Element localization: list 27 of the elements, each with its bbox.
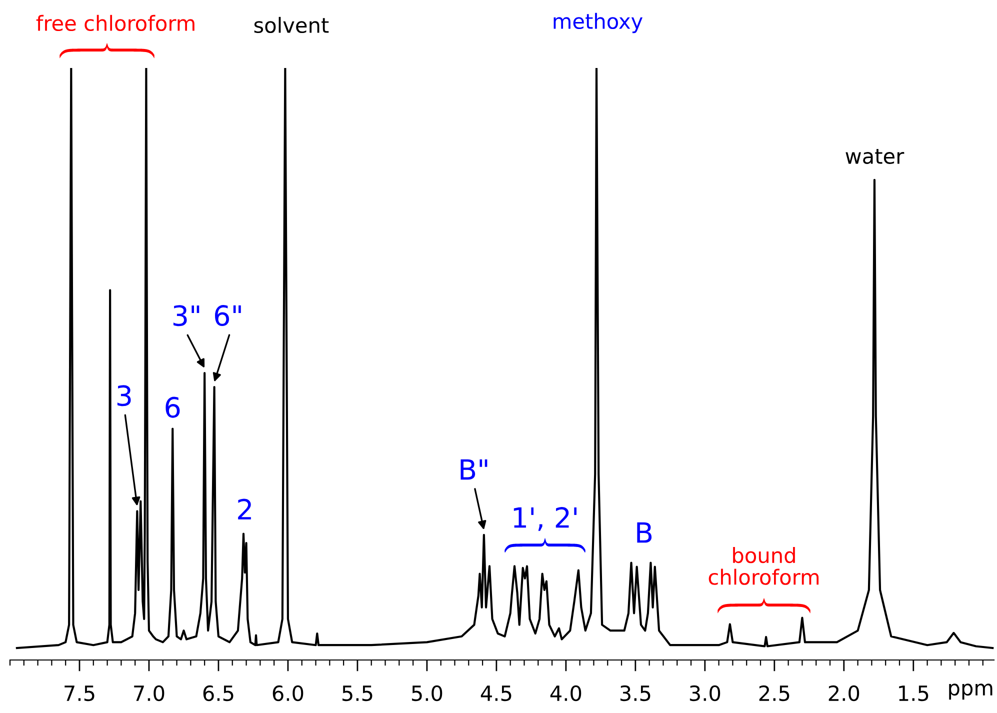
annotation: bound chloroform [708, 547, 819, 585]
x-axis-title: ppm [949, 684, 992, 700]
annotation: solvent [254, 16, 329, 34]
x-tick-label: 7.0 [134, 685, 164, 702]
x-tick-label: 4.0 [550, 685, 582, 702]
x-tick-label: 6.0 [272, 685, 304, 702]
annotation: 3 [117, 385, 131, 406]
annotation: 6" [215, 305, 241, 326]
x-tick-label: 4.5 [480, 686, 512, 702]
annotation: 3" [173, 305, 200, 326]
annotation: 1', 2' [514, 507, 576, 531]
annotation: B" [460, 459, 488, 480]
text: free chloroform [36, 14, 194, 32]
x-tick-label: 2.5 [759, 685, 790, 702]
x-tick-label: 6.5 [203, 685, 234, 702]
x-tick-label: 1.5 [899, 686, 928, 702]
x-tick-label: 5.0 [412, 685, 442, 702]
x-tick-label: 5.5 [342, 686, 372, 702]
x-tick-label: 3.0 [690, 685, 720, 702]
annotation: 6 [166, 396, 180, 418]
x-tick-label: 7.5 [64, 686, 94, 702]
annotation: B [637, 522, 652, 543]
x-tick-label: 3.5 [620, 685, 650, 702]
annotation: water [846, 149, 904, 164]
annotation: 2 [238, 498, 251, 520]
annotation: methoxy [554, 12, 643, 34]
x-tick-label: 2.0 [828, 685, 860, 702]
